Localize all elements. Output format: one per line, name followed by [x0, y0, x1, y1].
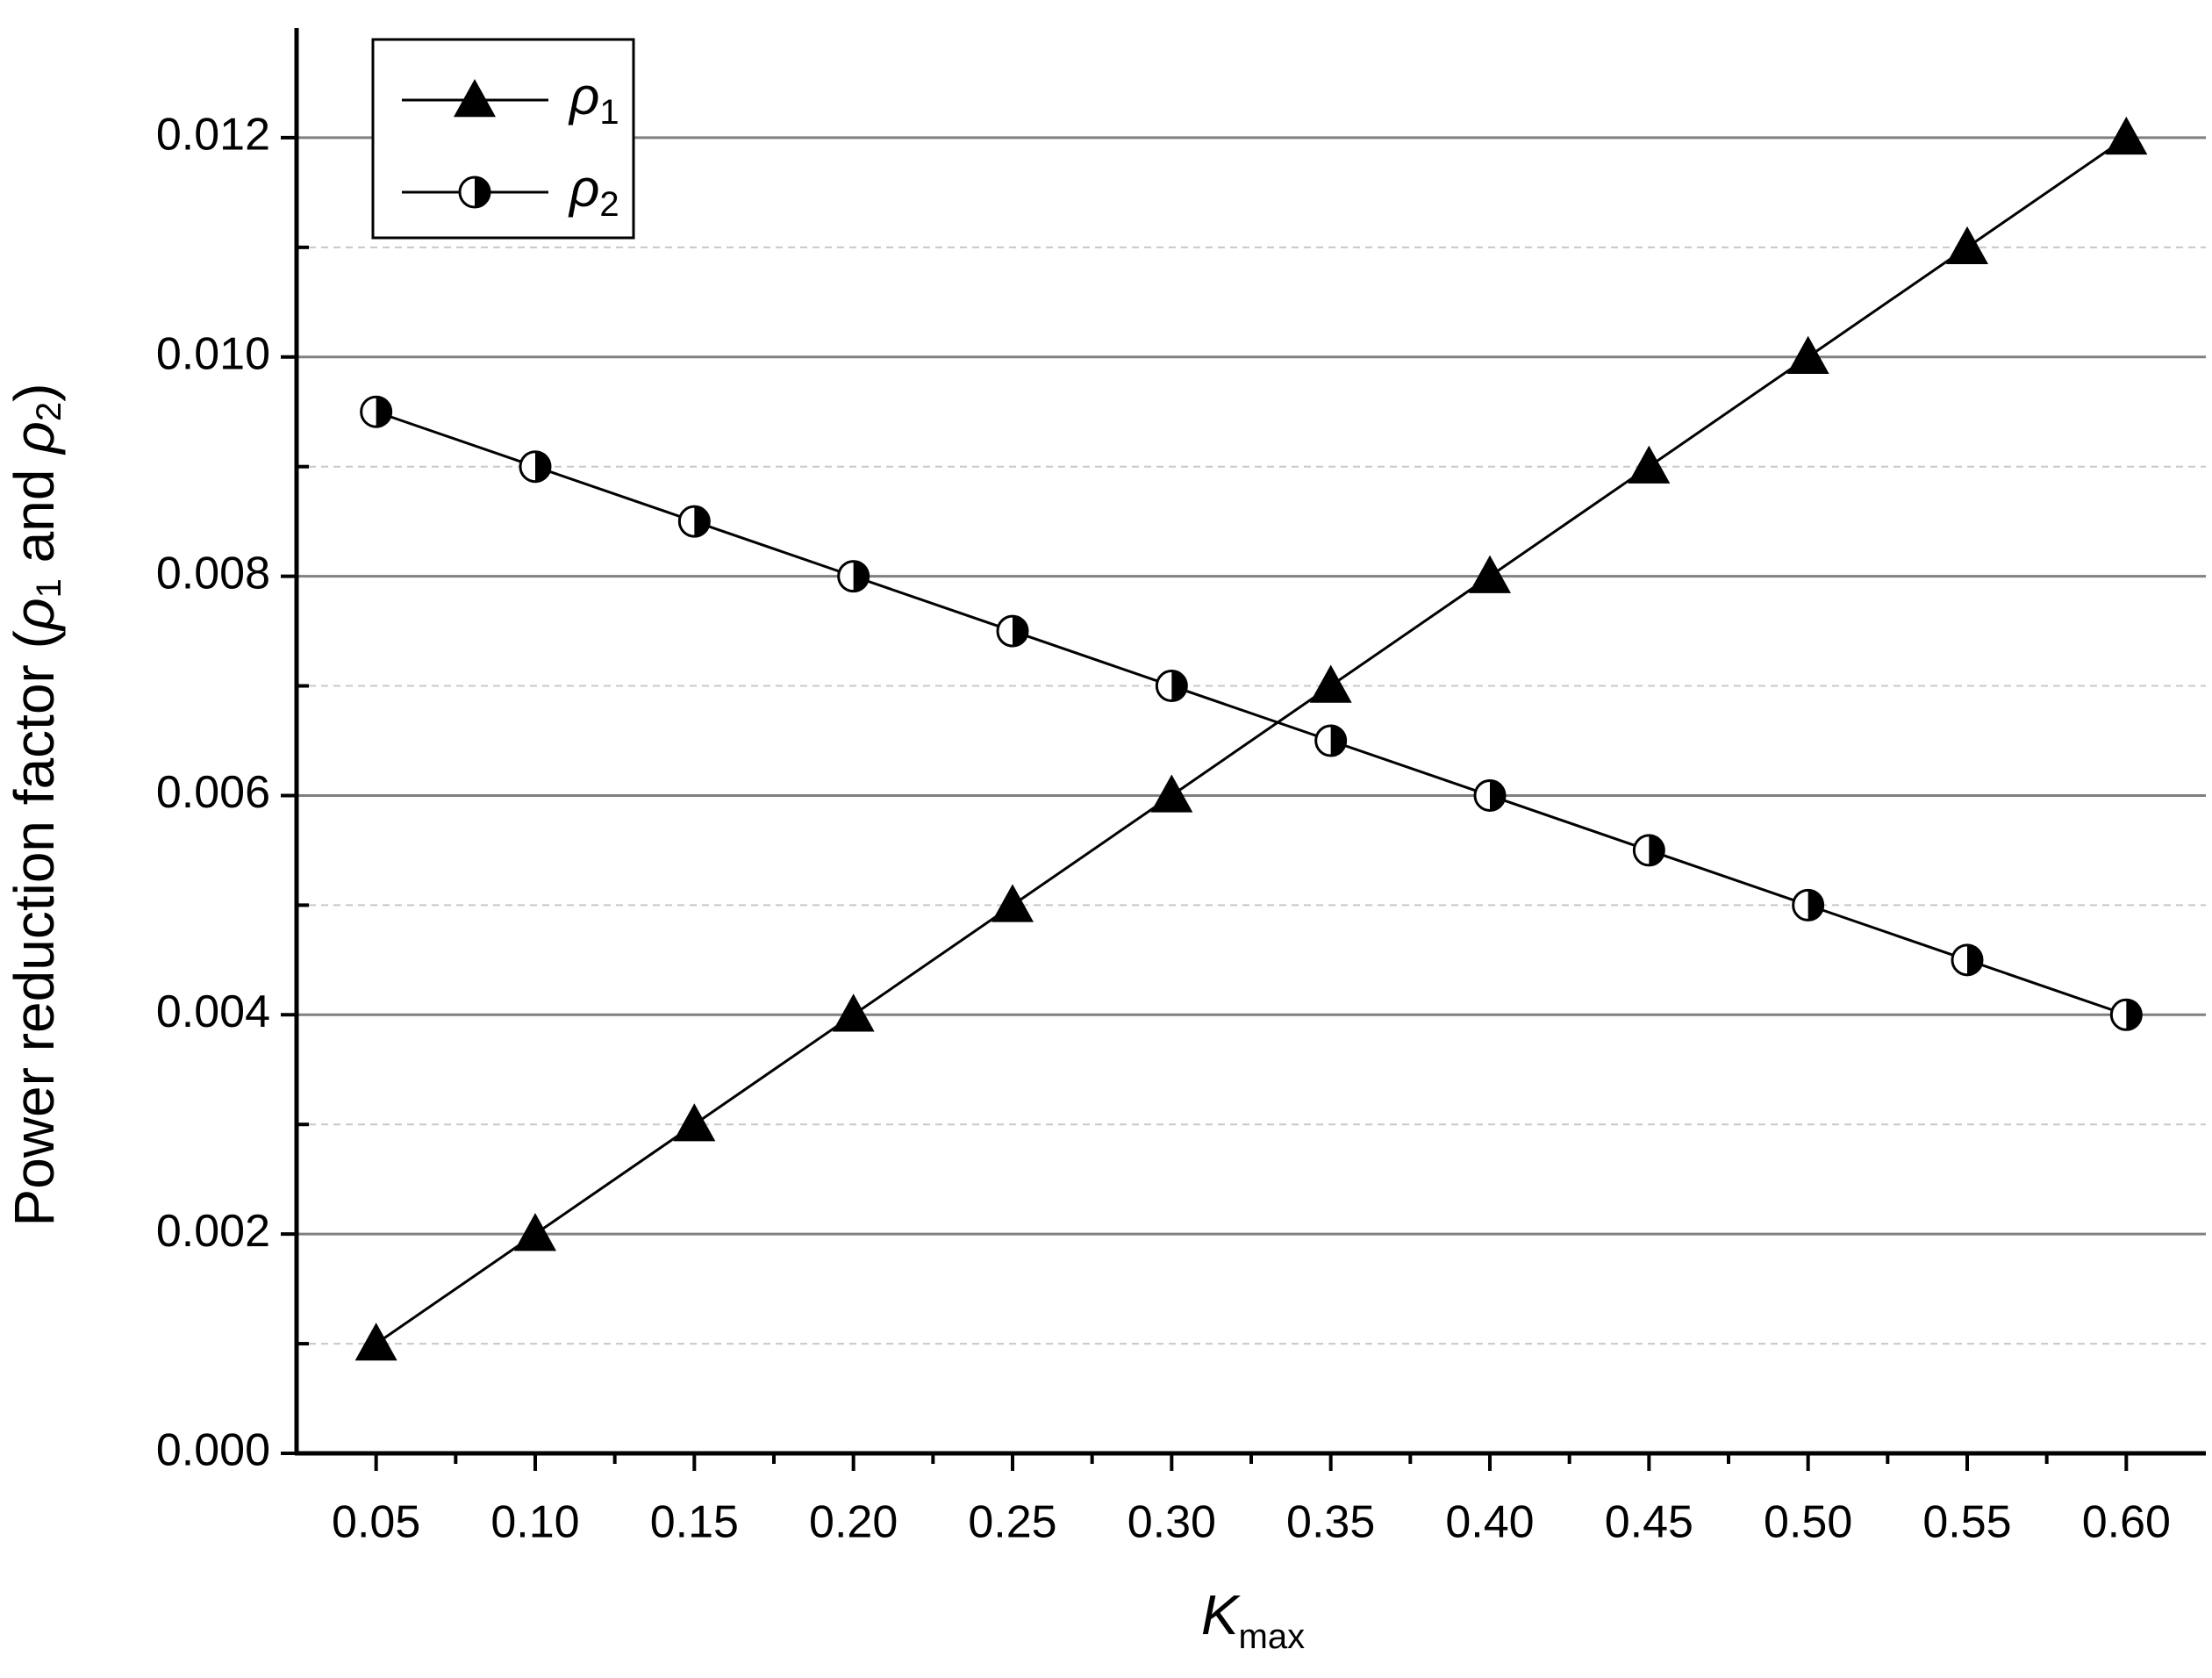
half-circle-marker	[519, 450, 552, 484]
y-tick-label: 0.000	[156, 1425, 270, 1476]
triangle-marker	[1309, 664, 1352, 703]
x-tick-label: 0.30	[1127, 1497, 1216, 1548]
triangle-marker	[354, 1323, 397, 1361]
y-label-part: ρ	[3, 598, 66, 632]
y-label-part: )	[3, 384, 66, 402]
y-tick-label: 0.012	[156, 110, 270, 161]
triangle-marker	[1469, 555, 1511, 593]
half-circle-marker	[1314, 724, 1348, 757]
half-circle-marker	[996, 614, 1029, 648]
half-circle-marker	[458, 176, 491, 209]
marker-half	[1649, 835, 1664, 865]
triangle-marker	[1628, 445, 1671, 484]
marker-half	[694, 506, 710, 537]
half-circle-marker	[837, 560, 870, 593]
y-axis-label: Power reduction factor (ρ1 and ρ2)	[3, 384, 68, 1227]
triangle-marker	[832, 993, 875, 1032]
x-tick-label: 0.10	[490, 1497, 579, 1548]
triangle-marker	[514, 1213, 556, 1251]
marker-half	[1330, 726, 1346, 756]
marker-half	[853, 561, 869, 592]
marker-half	[1171, 670, 1187, 701]
triangle-marker	[454, 79, 496, 118]
y-label-part: 2	[30, 402, 68, 421]
legend-name: ρ	[568, 159, 599, 218]
x-tick-label: 0.25	[968, 1497, 1056, 1548]
legend-label: ρ2	[568, 159, 619, 224]
half-circle-marker	[360, 395, 393, 428]
legend-label: ρ1	[568, 67, 619, 132]
legend-box	[371, 38, 635, 240]
x-tick-label: 0.50	[1764, 1497, 1852, 1548]
series-line	[376, 410, 2127, 1016]
x-label-part: max	[1239, 1617, 1306, 1656]
y-tick-label: 0.002	[156, 1206, 270, 1257]
y-label-part: and	[3, 454, 66, 578]
half-circle-marker	[2109, 998, 2143, 1031]
y-tick-label: 0.008	[156, 548, 270, 599]
x-tick-label: 0.60	[2082, 1497, 2171, 1548]
triangle-marker	[2105, 116, 2148, 155]
half-circle-marker	[1473, 778, 1507, 812]
half-circle-marker	[1792, 888, 1825, 921]
series-line	[375, 136, 2128, 1345]
legend-name: ρ	[568, 67, 599, 125]
half-circle-marker	[1155, 670, 1188, 703]
legend-sub: 1	[599, 93, 619, 132]
triangle-marker	[1786, 335, 1829, 374]
y-label-part: ρ	[3, 421, 66, 455]
x-tick-label: 0.20	[809, 1497, 898, 1548]
x-label-part: K	[1201, 1583, 1242, 1646]
triangle-marker	[1150, 774, 1193, 813]
triangle-marker	[991, 884, 1034, 922]
legend-sub: 2	[599, 185, 619, 224]
y-tick-label: 0.004	[156, 986, 270, 1037]
marker-half	[1967, 944, 1982, 975]
half-circle-marker	[677, 505, 711, 538]
y-label-part: 1	[30, 578, 68, 598]
y-label-part: Power reduction factor (	[3, 630, 66, 1226]
x-tick-label: 0.40	[1445, 1497, 1534, 1548]
marker-half	[1808, 890, 1823, 921]
triangle-marker	[1946, 226, 1988, 265]
marker-half	[1490, 780, 1505, 811]
x-axis-label: Kmax	[1201, 1583, 1305, 1656]
half-circle-marker	[1632, 834, 1665, 867]
marker-half	[1013, 616, 1027, 647]
marker-half	[376, 397, 391, 427]
marker-half	[2126, 1000, 2142, 1030]
x-tick-label: 0.55	[1922, 1497, 2011, 1548]
x-tick-label: 0.05	[332, 1497, 420, 1548]
marker-half	[535, 451, 550, 482]
half-circle-marker	[1951, 943, 1984, 977]
marker-half	[475, 177, 490, 207]
y-tick-label: 0.010	[156, 329, 270, 380]
y-tick-label: 0.006	[156, 767, 270, 818]
x-tick-label: 0.35	[1286, 1497, 1375, 1548]
x-tick-label: 0.15	[650, 1497, 739, 1548]
triangle-marker	[673, 1103, 716, 1142]
x-tick-label: 0.45	[1605, 1497, 1693, 1548]
